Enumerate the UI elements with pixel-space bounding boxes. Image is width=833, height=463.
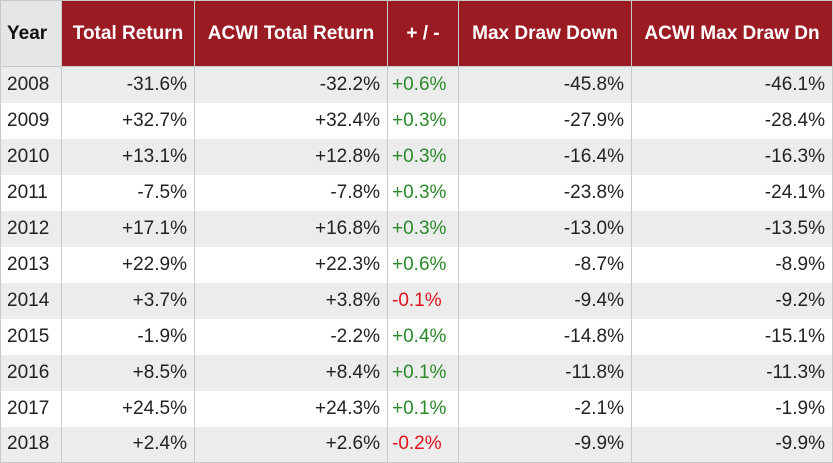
table-row: 2010 +13.1% +12.8% +0.3% -16.4% -16.3%: [0, 138, 833, 175]
cell-max-draw-down: -8.7%: [458, 246, 632, 283]
cell-max-draw-down: -9.4%: [458, 282, 632, 319]
cell-total-return: -7.5%: [61, 174, 195, 211]
cell-acwi-max-draw-dn: -1.9%: [631, 390, 833, 427]
cell-acwi-total-return: +3.8%: [194, 282, 388, 319]
cell-acwi-total-return: +12.8%: [194, 138, 388, 175]
cell-difference: +0.3%: [387, 138, 459, 175]
cell-acwi-max-draw-dn: -9.2%: [631, 282, 833, 319]
cell-total-return: +24.5%: [61, 390, 195, 427]
cell-acwi-max-draw-dn: -46.1%: [631, 66, 833, 103]
header-year[interactable]: Year: [0, 0, 62, 67]
cell-acwi-total-return: +2.6%: [194, 426, 388, 463]
cell-total-return: +2.4%: [61, 426, 195, 463]
table-row: 2018 +2.4% +2.6% -0.2% -9.9% -9.9%: [0, 426, 833, 463]
cell-acwi-total-return: +24.3%: [194, 390, 388, 427]
cell-max-draw-down: -13.0%: [458, 210, 632, 247]
cell-year: 2017: [0, 390, 62, 427]
cell-year: 2014: [0, 282, 62, 319]
cell-acwi-total-return: +22.3%: [194, 246, 388, 283]
cell-acwi-max-draw-dn: -28.4%: [631, 102, 833, 139]
table-row: 2011 -7.5% -7.8% +0.3% -23.8% -24.1%: [0, 174, 833, 211]
cell-acwi-total-return: -32.2%: [194, 66, 388, 103]
table-row: 2008 -31.6% -32.2% +0.6% -45.8% -46.1%: [0, 66, 833, 103]
cell-year: 2011: [0, 174, 62, 211]
cell-total-return: -31.6%: [61, 66, 195, 103]
table-row: 2017 +24.5% +24.3% +0.1% -2.1% -1.9%: [0, 390, 833, 427]
cell-max-draw-down: -11.8%: [458, 354, 632, 391]
table-header: Year Total Return ACWI Total Return + / …: [0, 0, 833, 67]
header-difference[interactable]: + / -: [387, 0, 459, 67]
cell-year: 2008: [0, 66, 62, 103]
header-acwi-total-return[interactable]: ACWI Total Return: [194, 0, 388, 67]
header-total-return[interactable]: Total Return: [61, 0, 195, 67]
cell-max-draw-down: -2.1%: [458, 390, 632, 427]
cell-max-draw-down: -16.4%: [458, 138, 632, 175]
cell-difference: +0.6%: [387, 66, 459, 103]
cell-acwi-max-draw-dn: -13.5%: [631, 210, 833, 247]
cell-total-return: +8.5%: [61, 354, 195, 391]
table-row: 2015 -1.9% -2.2% +0.4% -14.8% -15.1%: [0, 318, 833, 355]
cell-year: 2016: [0, 354, 62, 391]
cell-year: 2015: [0, 318, 62, 355]
cell-total-return: -1.9%: [61, 318, 195, 355]
cell-acwi-max-draw-dn: -15.1%: [631, 318, 833, 355]
cell-difference: +0.3%: [387, 210, 459, 247]
table-row: 2009 +32.7% +32.4% +0.3% -27.9% -28.4%: [0, 102, 833, 139]
cell-year: 2013: [0, 246, 62, 283]
cell-total-return: +32.7%: [61, 102, 195, 139]
cell-difference: +0.6%: [387, 246, 459, 283]
cell-difference: -0.1%: [387, 282, 459, 319]
cell-year: 2018: [0, 426, 62, 463]
table-body: 2008 -31.6% -32.2% +0.6% -45.8% -46.1% 2009 +32…: [0, 66, 833, 463]
cell-max-draw-down: -23.8%: [458, 174, 632, 211]
cell-difference: +0.1%: [387, 390, 459, 427]
cell-max-draw-down: -9.9%: [458, 426, 632, 463]
cell-acwi-total-return: +8.4%: [194, 354, 388, 391]
cell-acwi-max-draw-dn: -8.9%: [631, 246, 833, 283]
cell-year: 2012: [0, 210, 62, 247]
table-row: 2016 +8.5% +8.4% +0.1% -11.8% -11.3%: [0, 354, 833, 391]
cell-max-draw-down: -27.9%: [458, 102, 632, 139]
header-max-draw-down[interactable]: Max Draw Down: [458, 0, 632, 67]
cell-difference: -0.2%: [387, 426, 459, 463]
cell-acwi-total-return: +32.4%: [194, 102, 388, 139]
header-acwi-max-draw-dn[interactable]: ACWI Max Draw Dn: [631, 0, 833, 67]
cell-year: 2009: [0, 102, 62, 139]
cell-total-return: +22.9%: [61, 246, 195, 283]
cell-acwi-max-draw-dn: -9.9%: [631, 426, 833, 463]
cell-acwi-total-return: +16.8%: [194, 210, 388, 247]
cell-acwi-max-draw-dn: -16.3%: [631, 138, 833, 175]
cell-difference: +0.3%: [387, 174, 459, 211]
table-row: 2014 +3.7% +3.8% -0.1% -9.4% -9.2%: [0, 282, 833, 319]
table-row: 2012 +17.1% +16.8% +0.3% -13.0% -13.5%: [0, 210, 833, 247]
cell-total-return: +3.7%: [61, 282, 195, 319]
cell-acwi-max-draw-dn: -24.1%: [631, 174, 833, 211]
cell-max-draw-down: -14.8%: [458, 318, 632, 355]
cell-difference: +0.1%: [387, 354, 459, 391]
cell-difference: +0.4%: [387, 318, 459, 355]
cell-total-return: +17.1%: [61, 210, 195, 247]
cell-max-draw-down: -45.8%: [458, 66, 632, 103]
cell-year: 2010: [0, 138, 62, 175]
cell-acwi-total-return: -7.8%: [194, 174, 388, 211]
table-row: 2013 +22.9% +22.3% +0.6% -8.7% -8.9%: [0, 246, 833, 283]
cell-difference: +0.3%: [387, 102, 459, 139]
cell-acwi-total-return: -2.2%: [194, 318, 388, 355]
cell-total-return: +13.1%: [61, 138, 195, 175]
cell-acwi-max-draw-dn: -11.3%: [631, 354, 833, 391]
